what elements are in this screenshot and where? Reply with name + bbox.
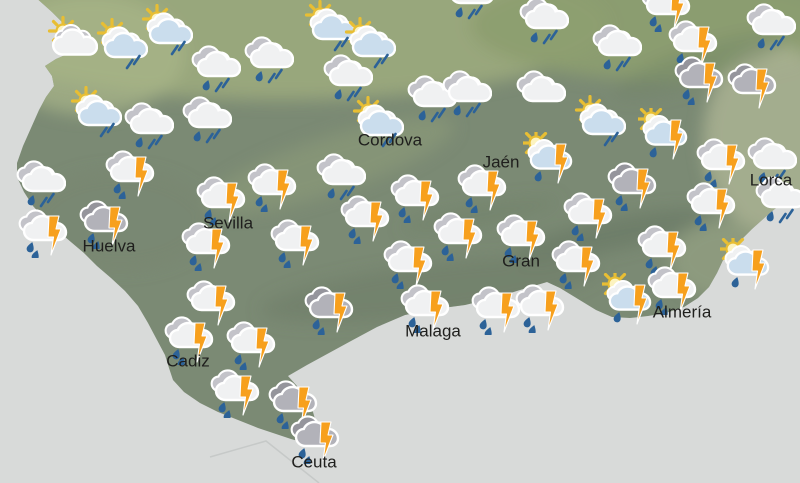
city-label-lorca: Lorca bbox=[749, 170, 793, 190]
city-label-sevilla: Sevilla bbox=[202, 213, 254, 233]
city-label-malaga: Malaga bbox=[405, 321, 461, 341]
city-label-gran: Gran bbox=[502, 251, 540, 271]
city-label-ceuta: Ceuta bbox=[291, 452, 337, 472]
city-label-cordova: Cordova bbox=[357, 130, 423, 150]
city-label-cadiz: Cadiz bbox=[166, 351, 210, 371]
maritime-border-line bbox=[209, 440, 320, 483]
city-label-huelva: Huelva bbox=[82, 236, 136, 256]
city-label-almera: Almería bbox=[652, 302, 712, 322]
city-label-jan: Jaén bbox=[482, 152, 520, 172]
